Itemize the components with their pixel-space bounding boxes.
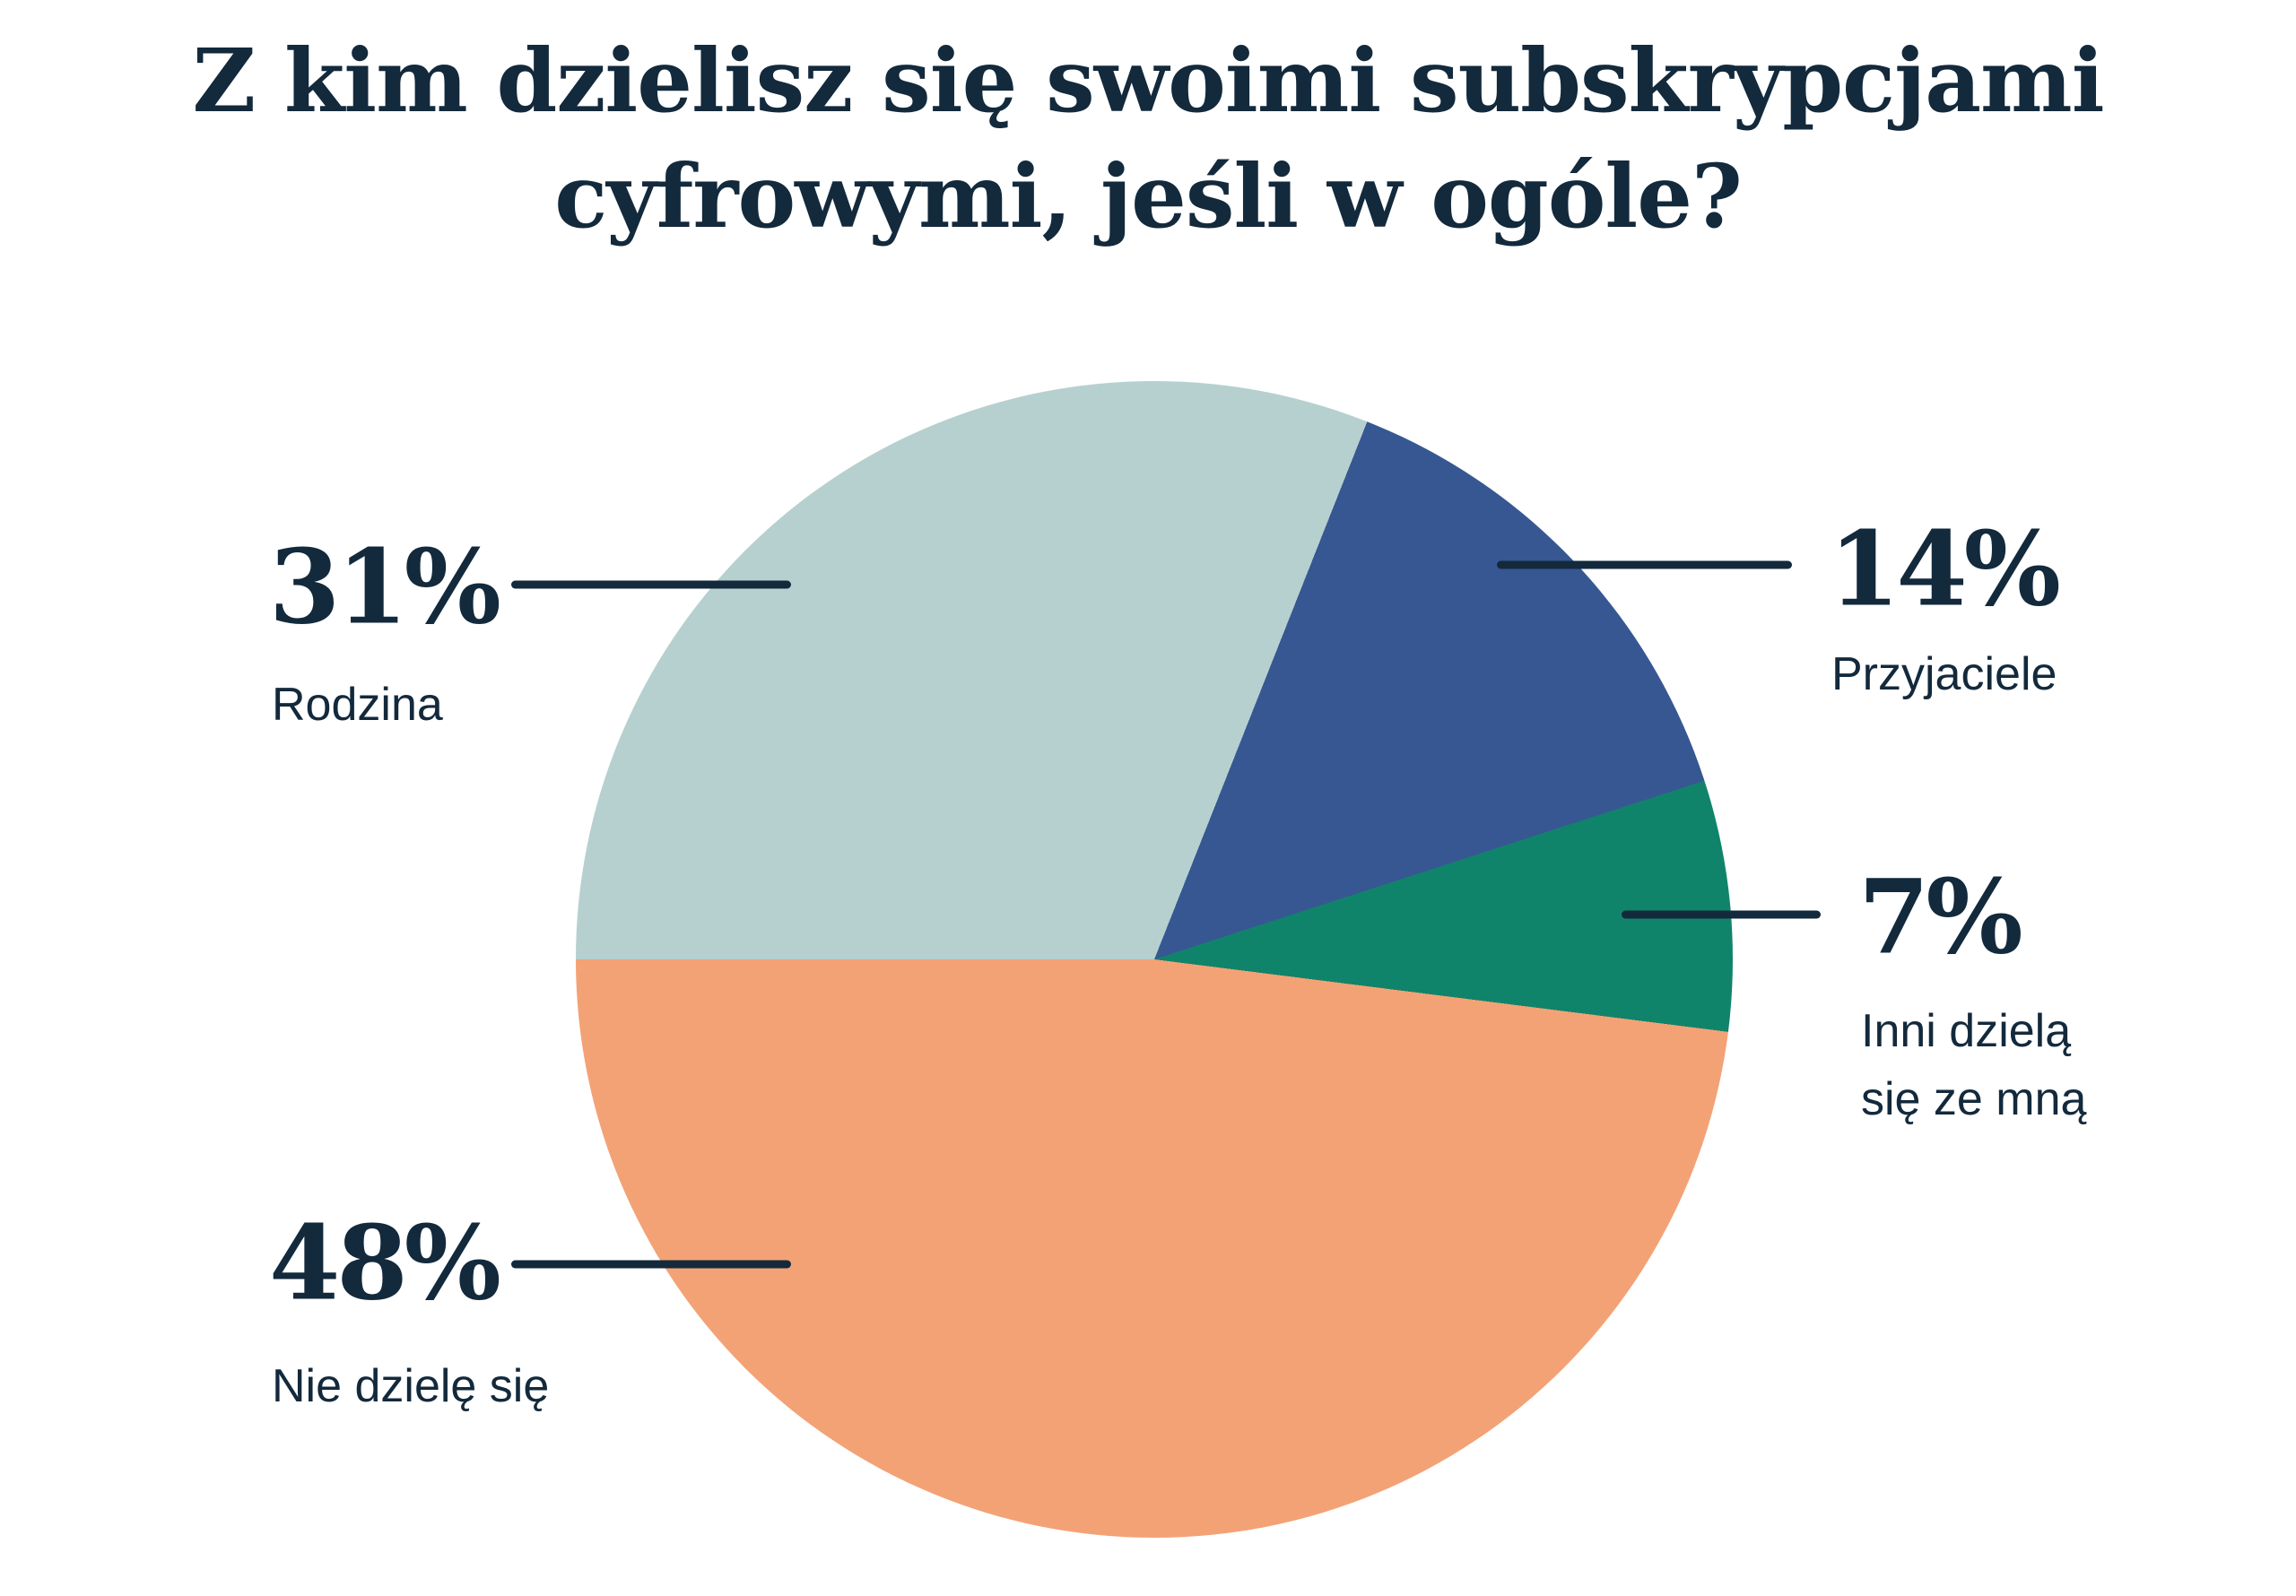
slice-label-inni-dziela: Inni dzielą się ze mną (1861, 997, 2086, 1133)
slice-label-przyjaciele-line: Przyjaciele (1831, 648, 2057, 700)
callout-line-rodzina (511, 580, 791, 589)
slice-label-rodzina-line: Rodzina (272, 679, 443, 731)
pie-chart (576, 381, 1733, 1538)
percent-label-nie-dziele: 48% (269, 1202, 501, 1323)
percent-label-inni-dziela: 7% (1858, 856, 2023, 977)
slice-label-inni-dziela-line-2: się ze mną (1861, 1073, 2087, 1125)
slice-label-nie-dziele: Nie dzielę się (272, 1352, 549, 1420)
percent-label-rodzina: 31% (269, 526, 501, 647)
slice-label-nie-dziele-line: Nie dzielę się (272, 1360, 550, 1412)
callout-line-przyjaciele (1497, 560, 1792, 569)
chart-title-line-1: Z kim dzielisz się swoimi subskrypcjami (192, 30, 2104, 132)
callout-line-nie-dziele (511, 1260, 791, 1269)
slice-label-inni-dziela-line-1: Inni dzielą (1861, 1005, 2072, 1057)
chart-title-line-2: cyfrowymi, jeśli w ogóle? (554, 145, 1743, 247)
slice-label-rodzina: Rodzina (272, 671, 443, 739)
chart-title: Z kim dzielisz się swoimi subskrypcjami … (0, 23, 2296, 255)
callout-line-inni-dziela (1622, 910, 1821, 919)
percent-label-przyjaciele: 14% (1829, 508, 2061, 629)
slice-label-przyjaciele: Przyjaciele (1831, 640, 2057, 708)
